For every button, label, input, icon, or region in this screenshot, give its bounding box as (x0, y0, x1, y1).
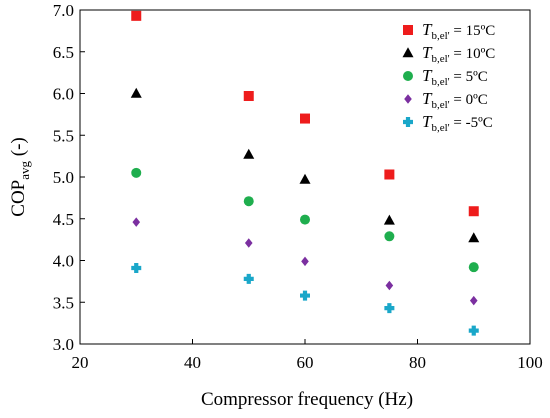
data-point-plus-4-0 (131, 263, 142, 274)
data-point-circle-2-3 (384, 231, 395, 242)
legend-label-rest: = 10ºC (450, 46, 496, 62)
legend-label-sub: b,el' (431, 99, 449, 111)
y-tick-label: 3.0 (53, 335, 74, 354)
legend-entry-4: Tb,el' = -5ºC (422, 112, 493, 134)
data-point-plus-4-2 (300, 290, 310, 301)
data-point-triangle-1-4 (468, 232, 480, 243)
y-axis-title-subscript: avg (17, 161, 32, 180)
data-point-plus-4-4 (468, 325, 479, 336)
legend-label-rest: = 5ºC (450, 69, 488, 85)
y-tick-label: 5.0 (53, 168, 74, 187)
data-point-diamond-3-0 (132, 217, 141, 227)
legend-marker-3 (404, 94, 412, 104)
legend-label-rest: = 0ºC (450, 92, 488, 108)
x-tick-label: 40 (184, 353, 201, 372)
legend-label-sub: b,el' (431, 76, 449, 88)
legend-entry-0: Tb,el' = 15ºC (422, 20, 495, 42)
x-tick-label: 20 (72, 353, 89, 372)
data-point-triangle-1-2 (299, 173, 311, 184)
data-point-circle-2-4 (468, 262, 479, 273)
legend-label-main: T (422, 20, 433, 39)
y-axis-title: COPavg (-) (8, 137, 32, 216)
x-axis-title: Compressor frequency (Hz) (201, 389, 413, 410)
data-point-circle-2-0 (131, 167, 142, 178)
data-point-diamond-3-3 (385, 280, 394, 291)
data-point-square-0-4 (468, 206, 479, 217)
legend-label-main: T (422, 89, 433, 108)
legend-entry-2: Tb,el' = 5ºC (422, 66, 488, 88)
legend-entry-3: Tb,el' = 0ºC (422, 89, 488, 111)
y-tick-label: 3.5 (53, 293, 74, 312)
data-point-square-0-1 (243, 91, 254, 102)
legend-label-sub: b,el' (431, 122, 449, 134)
legend-marker-2 (403, 71, 413, 81)
legend-label-main: T (422, 112, 433, 131)
legend-entry-1: Tb,el' = 10ºC (422, 43, 495, 65)
x-tick-label: 60 (297, 353, 314, 372)
y-tick-label: 6.0 (53, 85, 74, 104)
legend-marker-1 (402, 47, 414, 58)
legend-label-rest: = 15ºC (450, 23, 496, 39)
data-point-square-0-0 (131, 10, 142, 21)
y-axis-title-suffix: (-) (8, 137, 29, 161)
legend-marker-0 (403, 25, 413, 35)
y-tick-label: 5.5 (53, 126, 74, 145)
x-tick-label: 80 (409, 353, 426, 372)
y-tick-label: 4.5 (53, 210, 74, 229)
y-tick-label: 4.0 (53, 252, 74, 271)
data-point-square-0-2 (300, 113, 310, 124)
legend-marker-4 (403, 117, 413, 127)
legend-label-rest: = -5ºC (450, 115, 493, 131)
legend-label-main: T (422, 43, 433, 62)
y-tick-label: 6.5 (53, 43, 74, 62)
data-point-diamond-3-4 (469, 295, 478, 306)
data-point-plus-4-1 (243, 273, 254, 284)
data-point-diamond-3-2 (301, 256, 309, 267)
ticks: 20 40 60 80 100 3.0 3.5 4.0 4.5 5.0 5.5 6.0 6.5 7.0 (53, 1, 543, 372)
data-point-triangle-1-1 (243, 148, 255, 159)
legend-label-sub: b,el' (431, 30, 449, 42)
data-point-diamond-3-1 (244, 238, 253, 248)
x-tick-label: 100 (517, 353, 543, 372)
data-points (130, 10, 480, 336)
data-point-triangle-1-0 (130, 87, 142, 98)
data-point-circle-2-1 (243, 196, 254, 207)
legend-label-sub: b,el' (431, 53, 449, 65)
data-point-circle-2-2 (300, 214, 310, 225)
y-tick-label: 7.0 (53, 1, 74, 20)
y-axis-title-base: COP (8, 180, 29, 217)
data-point-plus-4-3 (384, 303, 395, 314)
data-point-square-0-3 (384, 169, 395, 180)
data-point-triangle-1-3 (383, 214, 395, 225)
legend-label-main: T (422, 66, 433, 85)
